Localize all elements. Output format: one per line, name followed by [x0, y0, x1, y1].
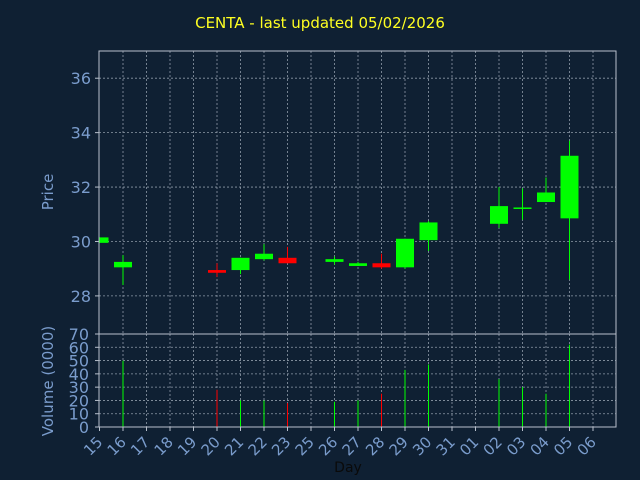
- candle-body: [208, 270, 226, 273]
- volume-axis-label: Volume (0000): [39, 326, 57, 436]
- x-tick-label: 06: [574, 433, 600, 459]
- volume-tick-label: 0: [79, 418, 89, 437]
- price-axis-ticks: 28 30 32 34 36: [71, 69, 99, 306]
- x-tick-label: 18: [151, 433, 177, 459]
- x-tick-label: 29: [386, 433, 412, 459]
- price-tick-label: 28: [71, 287, 91, 306]
- x-axis-ticks: 1516171819202122232526272829303101020304…: [80, 427, 600, 459]
- candle-body: [255, 253, 273, 260]
- x-tick-label: 01: [456, 433, 482, 459]
- x-tick-label: 22: [245, 433, 271, 459]
- candle-body: [99, 237, 109, 243]
- x-tick-label: 26: [315, 433, 341, 459]
- volume-tick-label: 30: [69, 378, 89, 397]
- x-tick-label: 25: [292, 433, 318, 459]
- x-tick-label: 03: [503, 433, 529, 459]
- x-tick-label: 23: [268, 433, 294, 459]
- candles: [99, 140, 579, 286]
- candle-body: [560, 155, 579, 219]
- volume-tick-label: 20: [69, 391, 89, 410]
- price-tick-label: 30: [71, 232, 91, 251]
- candle-body: [349, 263, 367, 266]
- candle-body: [325, 259, 344, 262]
- volume-tick-label: 10: [69, 405, 89, 424]
- price-tick-label: 32: [71, 178, 91, 197]
- x-tick-label: 20: [198, 433, 224, 459]
- price-tick-label: 34: [71, 124, 91, 143]
- volume-tick-label: 50: [69, 352, 89, 371]
- chart-title: CENTA - last updated 05/02/2026: [195, 14, 445, 32]
- price-tick-label: 36: [71, 69, 91, 88]
- x-tick-label: 27: [339, 433, 365, 459]
- candle-body: [419, 222, 438, 241]
- candle-body: [537, 192, 555, 203]
- candle-body: [231, 257, 250, 271]
- x-axis-label: Day: [334, 460, 362, 476]
- volume-bars: [122, 344, 570, 427]
- x-tick-label: 17: [127, 433, 153, 459]
- price-gridlines: [99, 51, 616, 334]
- candle-body: [372, 263, 391, 268]
- x-tick-label: 05: [550, 433, 576, 459]
- volume-tick-label: 40: [69, 365, 89, 384]
- x-tick-label: 15: [80, 433, 106, 459]
- x-tick-label: 16: [104, 433, 130, 459]
- candle-body: [490, 206, 508, 224]
- candle-body: [513, 207, 532, 209]
- x-tick-label: 31: [433, 433, 459, 459]
- x-tick-label: 02: [480, 433, 506, 459]
- volume-tick-label: 70: [69, 325, 89, 344]
- x-tick-label: 04: [527, 433, 553, 459]
- candle-body: [278, 257, 297, 264]
- price-axis-label: Price: [39, 174, 57, 211]
- x-tick-label: 19: [174, 433, 200, 459]
- candle-body: [396, 238, 414, 268]
- x-tick-label: 21: [221, 433, 247, 459]
- candle-body: [114, 261, 132, 268]
- x-tick-label: 28: [362, 433, 388, 459]
- x-tick-label: 30: [409, 433, 435, 459]
- volume-tick-label: 60: [69, 338, 89, 357]
